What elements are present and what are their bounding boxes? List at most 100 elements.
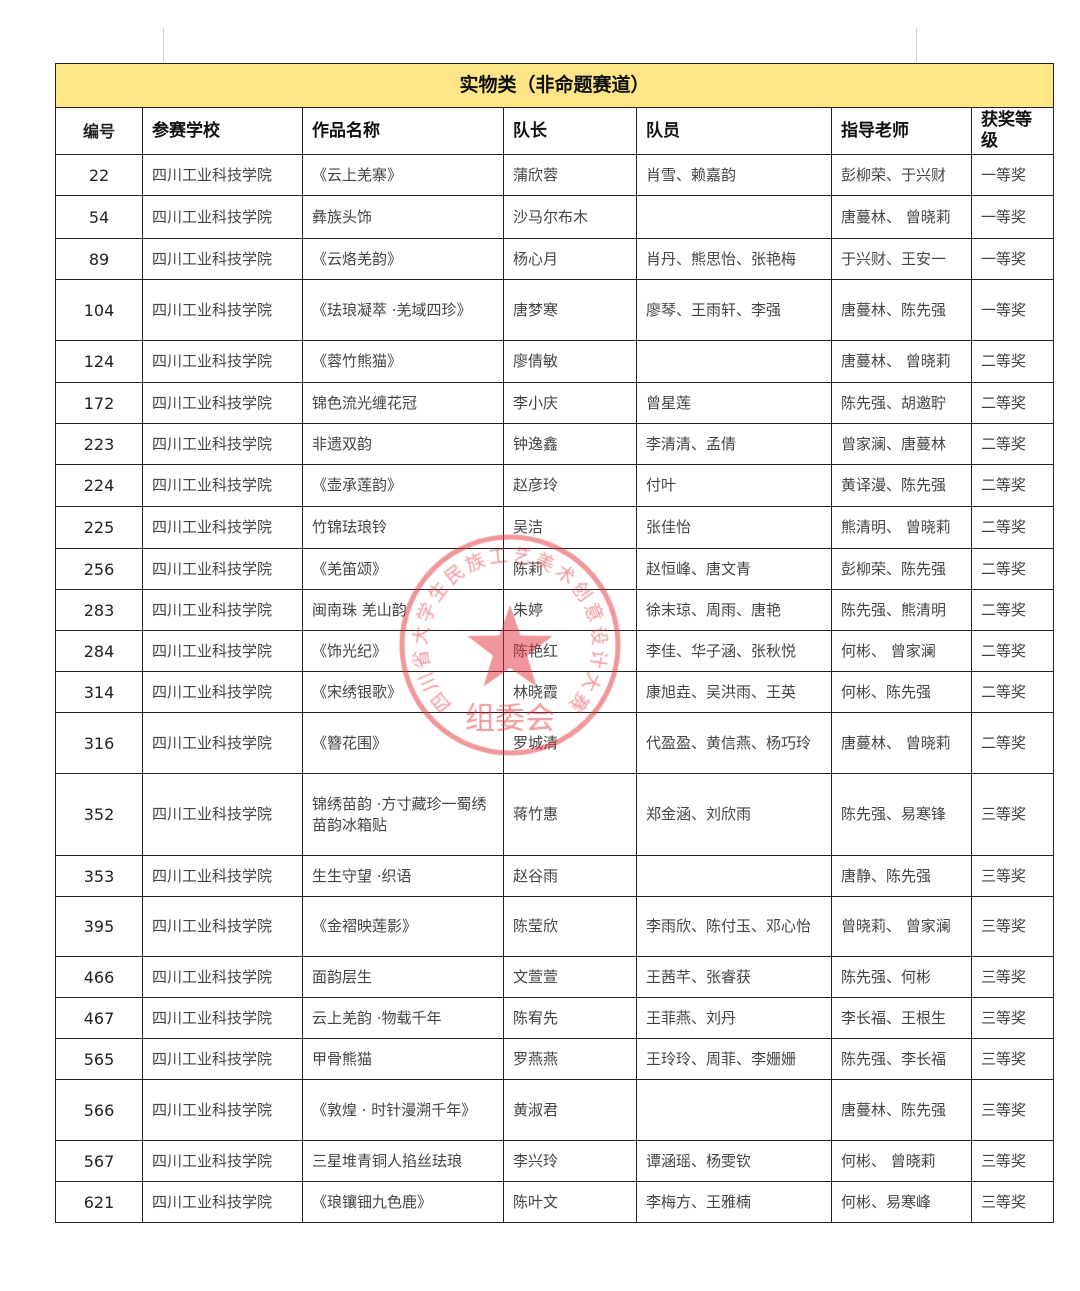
cell-id: 124	[55, 340, 143, 383]
table-row: 566 四川工业科技学院 《敦煌 · 时针漫溯千年》 黄淑君 唐蔓林、陈先强 三等奖	[55, 1079, 1054, 1141]
column-header-award: 获奖等级	[971, 107, 1054, 155]
column-header-school: 参赛学校	[142, 107, 303, 155]
cell-captain: 黄淑君	[503, 1079, 637, 1141]
table-row: 316 四川工业科技学院 《簪花围》 罗城清 代盈盈、黄信燕、杨巧玲 唐蔓林、 曾晓莉 二等…	[55, 712, 1054, 774]
cell-captain: 杨心月	[503, 238, 637, 280]
cell-advisors: 唐蔓林、 曾晓莉	[831, 340, 972, 383]
cell-captain: 陈宥先	[503, 997, 637, 1039]
cell-school: 四川工业科技学院	[142, 506, 303, 549]
cell-school: 四川工业科技学院	[142, 382, 303, 424]
cell-advisors: 陈先强、李长福	[831, 1038, 972, 1080]
cell-award: 三等奖	[971, 956, 1054, 998]
cell-work-title: 面韵层生	[302, 956, 504, 998]
column-header-captain: 队长	[503, 107, 637, 155]
cell-id: 566	[55, 1079, 143, 1141]
cell-school: 四川工业科技学院	[142, 855, 303, 897]
cell-captain: 李兴玲	[503, 1140, 637, 1182]
cell-id: 353	[55, 855, 143, 897]
cell-advisors: 陈先强、何彬	[831, 956, 972, 998]
table-row: 22 四川工业科技学院 《云上羌寨》 蒲欣蓉 肖雪、赖嘉韵 彭柳荣、于兴财 一等奖	[55, 154, 1054, 196]
cell-id: 284	[55, 630, 143, 672]
cell-advisors: 陈先强、易寒锋	[831, 773, 972, 856]
cell-members	[636, 195, 832, 239]
table-row: 256 四川工业科技学院 《羌笛颂》 陈莉 赵恒峰、唐文青 彭柳荣、陈先强 二等奖	[55, 548, 1054, 590]
cell-captain: 李小庆	[503, 382, 637, 424]
cell-members: 廖琴、王雨轩、李强	[636, 279, 832, 341]
cell-work-title: 《羌笛颂》	[302, 548, 504, 590]
cell-award: 三等奖	[971, 896, 1054, 957]
cell-members: 王茜芊、张睿获	[636, 956, 832, 998]
cell-members: 李清清、孟倩	[636, 423, 832, 465]
cell-captain: 陈莉	[503, 548, 637, 590]
cell-award: 三等奖	[971, 855, 1054, 897]
cell-work-title: 《云上羌寨》	[302, 154, 504, 196]
table-row: 104 四川工业科技学院 《珐琅凝萃 ·羌域四珍》 唐梦寒 廖琴、王雨轩、李强 唐蔓林、陈…	[55, 279, 1054, 341]
table-row: 89 四川工业科技学院 《云烙羌韵》 杨心月 肖丹、熊思怡、张艳梅 于兴财、王安一 一等奖	[55, 238, 1054, 280]
cell-advisors: 黄译漫、陈先强	[831, 464, 972, 507]
cell-work-title: 云上羌韵 ·物载千年	[302, 997, 504, 1039]
cell-school: 四川工业科技学院	[142, 279, 303, 341]
cell-captain: 罗燕燕	[503, 1038, 637, 1080]
cell-advisors: 彭柳荣、陈先强	[831, 548, 972, 590]
cell-captain: 文萱萱	[503, 956, 637, 998]
cell-award: 三等奖	[971, 1079, 1054, 1141]
table-row: 223 四川工业科技学院 非遗双韵 钟逸鑫 李清清、孟倩 曾家澜、唐蔓林 二等奖	[55, 423, 1054, 465]
cell-members: 曾星莲	[636, 382, 832, 424]
cell-captain: 陈艳红	[503, 630, 637, 672]
cell-award: 二等奖	[971, 382, 1054, 424]
cell-work-title: 锦绣苗韵 ·方寸藏珍一蜀绣苗韵冰箱贴	[302, 773, 504, 856]
cell-id: 565	[55, 1038, 143, 1080]
cell-work-title: 《蓉竹熊猫》	[302, 340, 504, 383]
cell-award: 一等奖	[971, 195, 1054, 239]
cell-id: 567	[55, 1140, 143, 1182]
cell-work-title: 闽南珠 羌山韵	[302, 589, 504, 631]
cell-members: 谭涵瑶、杨雯钦	[636, 1140, 832, 1182]
cell-work-title: 《宋绣银歌》	[302, 671, 504, 713]
cell-id: 256	[55, 548, 143, 590]
cell-captain: 唐梦寒	[503, 279, 637, 341]
cell-work-title: 锦色流光缠花冠	[302, 382, 504, 424]
cell-captain: 罗城清	[503, 712, 637, 774]
cell-school: 四川工业科技学院	[142, 671, 303, 713]
cell-captain: 沙马尔布木	[503, 195, 637, 239]
cell-school: 四川工业科技学院	[142, 773, 303, 856]
cell-id: 395	[55, 896, 143, 957]
table-row: 621 四川工业科技学院 《琅镶钿九色鹿》 陈叶文 李梅方、王雅楠 何彬、易寒峰 三等奖	[55, 1181, 1054, 1223]
cell-captain: 吴洁	[503, 506, 637, 549]
table-row: 54 四川工业科技学院 彝族头饰 沙马尔布木 唐蔓林、 曾晓莉 一等奖	[55, 195, 1054, 239]
cell-work-title: 《敦煌 · 时针漫溯千年》	[302, 1079, 504, 1141]
table-row: 225 四川工业科技学院 竹锦珐琅铃 吴洁 张佳怡 熊清明、 曾晓莉 二等奖	[55, 506, 1054, 549]
cell-members	[636, 340, 832, 383]
cell-id: 172	[55, 382, 143, 424]
cell-award: 一等奖	[971, 238, 1054, 280]
cell-members: 赵恒峰、唐文青	[636, 548, 832, 590]
cell-advisors: 陈先强、胡邀聍	[831, 382, 972, 424]
cell-school: 四川工业科技学院	[142, 195, 303, 239]
cell-captain: 钟逸鑫	[503, 423, 637, 465]
cell-members: 李雨欣、陈付玉、邓心怡	[636, 896, 832, 957]
cell-members: 徐末琼、周雨、唐艳	[636, 589, 832, 631]
cell-id: 352	[55, 773, 143, 856]
cell-advisors: 唐蔓林、陈先强	[831, 279, 972, 341]
cell-id: 283	[55, 589, 143, 631]
cell-work-title: 生生守望 ·织语	[302, 855, 504, 897]
cell-work-title: 甲骨熊猫	[302, 1038, 504, 1080]
cell-award: 二等奖	[971, 423, 1054, 465]
cell-work-title: 《壶承莲韵》	[302, 464, 504, 507]
table-row: 467 四川工业科技学院 云上羌韵 ·物载千年 陈宥先 王菲燕、刘丹 李长福、王根生 三等奖	[55, 997, 1054, 1039]
cell-award: 二等奖	[971, 548, 1054, 590]
table-row: 172 四川工业科技学院 锦色流光缠花冠 李小庆 曾星莲 陈先强、胡邀聍 二等奖	[55, 382, 1054, 424]
cell-captain: 朱婷	[503, 589, 637, 631]
cell-captain: 林晓霞	[503, 671, 637, 713]
cell-work-title: 《云烙羌韵》	[302, 238, 504, 280]
table-row: 314 四川工业科技学院 《宋绣银歌》 林晓霞 康旭垚、吴洪雨、王英 何彬、陈先强 二等奖	[55, 671, 1054, 713]
cell-school: 四川工业科技学院	[142, 956, 303, 998]
cell-advisors: 李长福、王根生	[831, 997, 972, 1039]
cell-school: 四川工业科技学院	[142, 1140, 303, 1182]
cell-id: 225	[55, 506, 143, 549]
cell-members: 张佳怡	[636, 506, 832, 549]
cell-school: 四川工业科技学院	[142, 997, 303, 1039]
cell-members: 王玲玲、周菲、李姗姗	[636, 1038, 832, 1080]
cell-members: 肖雪、赖嘉韵	[636, 154, 832, 196]
cell-id: 314	[55, 671, 143, 713]
